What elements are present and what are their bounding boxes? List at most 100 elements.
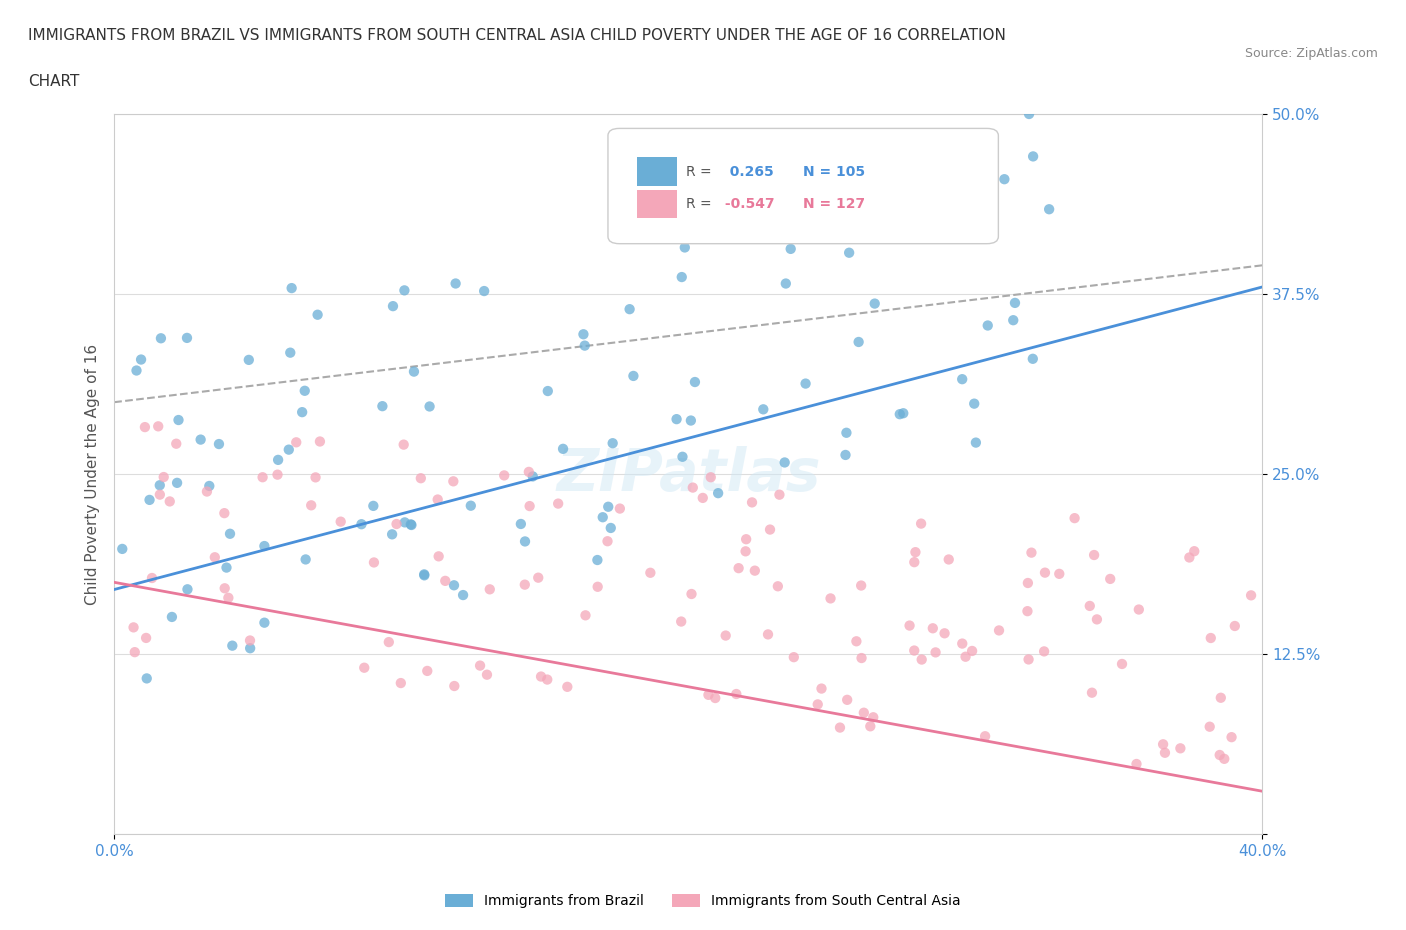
Point [1152,737,1174,751]
Point [1240,588,1263,603]
Point [135,671,157,685]
Point [673,240,696,255]
Point [700,470,723,485]
Point [574,339,596,353]
Point [509,516,531,531]
Point [1085,612,1108,627]
Point [683,375,706,390]
Point [166,475,188,490]
Point [444,276,467,291]
Point [434,574,457,589]
Text: Source: ZipAtlas.com: Source: ZipAtlas.com [1244,46,1378,60]
Point [443,679,465,694]
Point [692,490,714,505]
Text: 0.265: 0.265 [720,165,775,179]
Point [834,447,856,462]
Point [766,578,789,593]
Point [129,352,152,367]
Point [775,276,797,291]
Point [862,710,884,724]
Point [1078,599,1101,614]
Point [1022,149,1045,164]
Point [198,479,221,494]
Point [389,675,412,690]
Point [253,616,276,631]
Point [536,672,558,687]
Point [709,197,731,212]
Point [141,571,163,586]
Point [904,545,927,560]
Point [519,498,541,513]
Point [309,434,332,449]
Point [204,550,226,565]
Point [1002,312,1025,327]
Point [385,516,408,531]
Point [1209,690,1232,705]
Point [208,436,231,451]
Point [527,570,550,585]
Point [547,497,569,512]
Point [122,620,145,635]
Point [609,501,631,516]
Point [807,697,830,711]
Point [623,368,645,383]
Point [363,555,385,570]
Point [125,363,148,378]
Point [530,669,553,684]
Point [190,432,212,447]
Point [214,506,236,521]
Point [267,452,290,467]
Point [1170,741,1192,756]
Point [419,399,441,414]
Point [988,623,1011,638]
Point [794,376,817,391]
Point [472,284,495,299]
Point [898,618,921,633]
Point [863,296,886,311]
Point [977,318,1000,333]
Text: ZIPatlas: ZIPatlas [557,445,821,503]
Point [381,527,404,542]
Point [1018,652,1040,667]
Point [924,129,946,144]
Point [427,549,450,564]
Point [848,335,870,350]
Point [636,221,658,236]
Point [837,693,859,708]
Point [759,522,782,537]
Point [378,634,401,649]
Point [1182,544,1205,559]
Point [451,588,474,603]
Point [734,544,756,559]
Point [1128,602,1150,617]
Point [215,560,238,575]
Point [903,644,925,658]
Point [599,521,621,536]
Point [1223,618,1246,633]
Point [619,301,641,316]
Point [1047,566,1070,581]
Point [252,470,274,485]
Point [725,686,748,701]
Point [1111,657,1133,671]
Point [266,467,288,482]
Point [938,552,960,567]
Point [586,579,609,594]
Point [394,515,416,530]
Point [402,365,425,379]
Point [1017,576,1039,591]
Point [924,645,946,660]
Point [950,636,973,651]
Point [810,681,832,696]
Point [494,468,516,483]
Point [731,189,754,204]
Point [426,492,449,507]
Point [285,435,308,450]
Point [278,345,301,360]
Point [974,729,997,744]
Point [238,352,260,367]
Point [1018,107,1040,122]
Point [217,591,239,605]
Point [910,516,932,531]
Point [253,538,276,553]
